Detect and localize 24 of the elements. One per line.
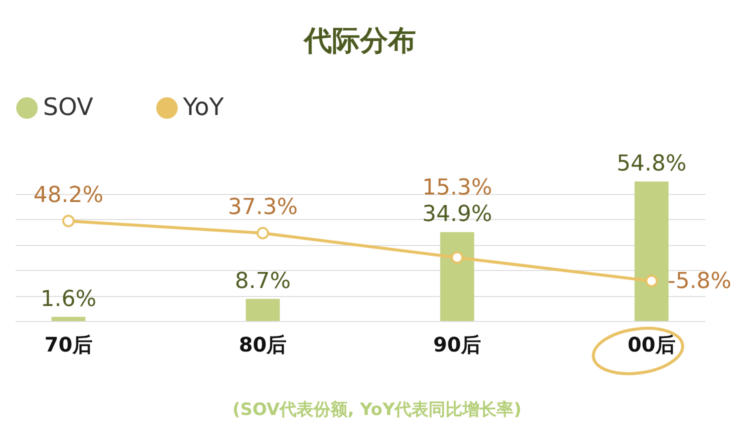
x-tick-label: 70后 bbox=[44, 332, 92, 356]
point bbox=[62, 214, 75, 228]
bar bbox=[246, 298, 280, 321]
bar bbox=[634, 182, 669, 321]
data-label: 37.3% bbox=[228, 195, 298, 220]
legend-label: YoY bbox=[182, 93, 224, 121]
bar bbox=[440, 232, 474, 321]
chart-title: 代际分布 bbox=[302, 24, 416, 57]
data-label: 48.2% bbox=[34, 183, 104, 208]
data-label: -5.8% bbox=[668, 269, 732, 294]
data-label: 1.6% bbox=[40, 286, 96, 312]
text: (SOV代表份额, YoY代表同比增长率) bbox=[231, 399, 523, 421]
data-label: 54.8% bbox=[616, 152, 686, 177]
point bbox=[450, 251, 464, 264]
point bbox=[256, 226, 270, 240]
data-label: 34.9% bbox=[422, 202, 492, 228]
bar bbox=[51, 316, 86, 321]
x-tick-label: 00后 bbox=[628, 332, 676, 356]
x-tick-label: 80后 bbox=[238, 332, 287, 356]
x-tick-label: 90后 bbox=[433, 332, 482, 356]
data-label: 8.7% bbox=[234, 268, 291, 294]
legend-label: SOV bbox=[43, 93, 94, 121]
data-label: 15.3% bbox=[422, 176, 492, 201]
point bbox=[645, 274, 658, 288]
